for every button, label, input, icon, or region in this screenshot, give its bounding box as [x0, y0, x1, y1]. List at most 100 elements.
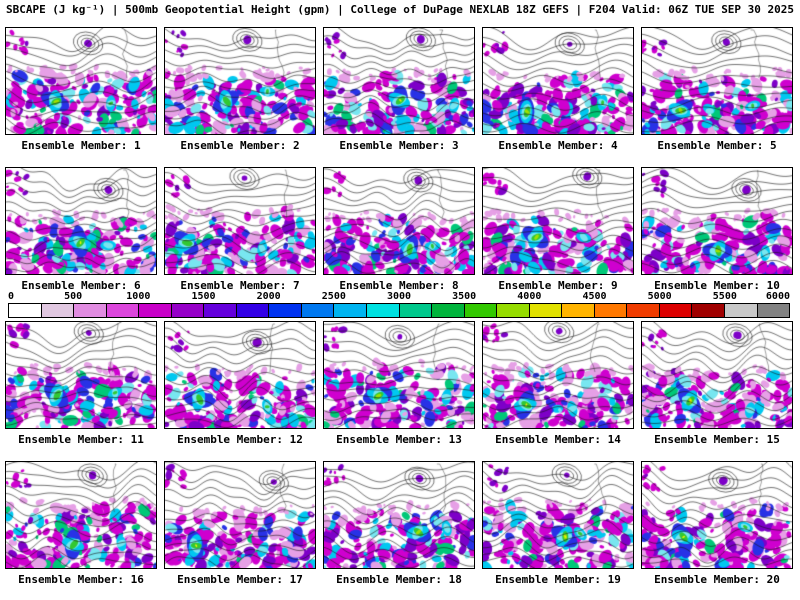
- cape-height-map: [164, 321, 316, 429]
- ensemble-member-label: Ensemble Member: 10: [654, 279, 780, 292]
- colorbar-segment: [41, 304, 75, 317]
- ensemble-member-label: Ensemble Member: 13: [336, 433, 462, 446]
- ensemble-panel: Ensemble Member: 10: [641, 167, 793, 292]
- ensemble-member-label: Ensemble Member: 2: [180, 139, 300, 152]
- colorbar-tick: 1500: [191, 291, 216, 302]
- ensemble-panel: Ensemble Member: 17: [164, 461, 316, 586]
- colorbar-tick: 5500: [712, 291, 737, 302]
- ensemble-member-label: Ensemble Member: 9: [498, 279, 618, 292]
- ensemble-row-1: Ensemble Member: 1 Ensemble Member: 2 En…: [5, 27, 793, 152]
- ensemble-panel: Ensemble Member: 15: [641, 321, 793, 446]
- ensemble-member-label: Ensemble Member: 15: [654, 433, 780, 446]
- colorbar-segment: [269, 304, 302, 317]
- colorbar-segment: [399, 304, 433, 317]
- ensemble-panel: Ensemble Member: 14: [482, 321, 634, 446]
- cape-height-map: [323, 461, 475, 569]
- ensemble-panel: Ensemble Member: 2: [164, 27, 316, 152]
- ensemble-member-label: Ensemble Member: 6: [21, 279, 141, 292]
- cape-height-map: [641, 27, 793, 135]
- ensemble-member-label: Ensemble Member: 19: [495, 573, 621, 586]
- ensemble-panel: Ensemble Member: 13: [323, 321, 475, 446]
- colorbar-segment: [529, 304, 563, 317]
- colorbar-segment: [236, 304, 270, 317]
- colorbar-tick: 6000: [765, 291, 790, 302]
- ensemble-member-label: Ensemble Member: 14: [495, 433, 621, 446]
- colorbar-tick: 4500: [582, 291, 607, 302]
- ensemble-panel: Ensemble Member: 20: [641, 461, 793, 586]
- colorbar-tick: 1000: [126, 291, 151, 302]
- ensemble-panel: Ensemble Member: 19: [482, 461, 634, 586]
- ensemble-member-label: Ensemble Member: 7: [180, 279, 300, 292]
- ensemble-panel: Ensemble Member: 5: [641, 27, 793, 152]
- ensemble-panel: Ensemble Member: 1: [5, 27, 157, 152]
- ensemble-member-label: Ensemble Member: 3: [339, 139, 459, 152]
- colorbar-segment: [301, 304, 335, 317]
- ensemble-panel: Ensemble Member: 12: [164, 321, 316, 446]
- colorbar-tick: 5000: [647, 291, 672, 302]
- ensemble-panel: Ensemble Member: 11: [5, 321, 157, 446]
- cape-height-map: [641, 461, 793, 569]
- cape-height-map: [323, 167, 475, 275]
- colorbar-segment: [171, 304, 205, 317]
- ensemble-member-label: Ensemble Member: 16: [18, 573, 144, 586]
- colorbar-segment: [562, 304, 595, 317]
- cape-height-map: [164, 27, 316, 135]
- cape-colorbar: 0 500 1000 1500 2000 2500 3000 3500 4000 4500 5000…: [8, 291, 790, 318]
- colorbar-tick-labels: 0 500 1000 1500 2000 2500 3000 3500 4000 4500 5000…: [8, 291, 790, 303]
- colorbar-segment: [432, 304, 465, 317]
- ensemble-panel: Ensemble Member: 18: [323, 461, 475, 586]
- colorbar-segment: [659, 304, 693, 317]
- colorbar-segment: [139, 304, 172, 317]
- cape-height-map: [164, 167, 316, 275]
- ensemble-member-label: Ensemble Member: 1: [21, 139, 141, 152]
- colorbar-segment: [594, 304, 628, 317]
- colorbar-segment: [757, 304, 790, 317]
- cape-height-map: [482, 321, 634, 429]
- ensemble-row-3: Ensemble Member: 11 Ensemble Member: 12 …: [5, 321, 793, 446]
- ensemble-panel: Ensemble Member: 9: [482, 167, 634, 292]
- ensemble-row-2: Ensemble Member: 6 Ensemble Member: 7 En…: [5, 167, 793, 292]
- cape-height-map: [482, 461, 634, 569]
- ensemble-panel: Ensemble Member: 16: [5, 461, 157, 586]
- colorbar-tick: 0: [8, 291, 15, 302]
- colorbar-segment: [725, 304, 758, 317]
- cape-height-map: [482, 167, 634, 275]
- cape-height-map: [641, 167, 793, 275]
- ensemble-panel: Ensemble Member: 4: [482, 27, 634, 152]
- ensemble-row-4: Ensemble Member: 16 Ensemble Member: 17 …: [5, 461, 793, 586]
- colorbar-segment: [367, 304, 400, 317]
- colorbar-segment: [692, 304, 726, 317]
- colorbar-tick: 2000: [256, 291, 281, 302]
- colorbar-segment: [74, 304, 107, 317]
- cape-height-map: [323, 27, 475, 135]
- colorbar-tick: 3500: [452, 291, 477, 302]
- colorbar-segment: [627, 304, 660, 317]
- ensemble-panel: Ensemble Member: 7: [164, 167, 316, 292]
- ensemble-member-label: Ensemble Member: 17: [177, 573, 303, 586]
- colorbar-segment: [464, 304, 498, 317]
- colorbar-segment: [497, 304, 530, 317]
- cape-height-map: [5, 167, 157, 275]
- colorbar-tick: 4000: [517, 291, 542, 302]
- colorbar-segment: [334, 304, 368, 317]
- ensemble-member-label: Ensemble Member: 20: [654, 573, 780, 586]
- ensemble-member-label: Ensemble Member: 8: [339, 279, 459, 292]
- colorbar-gradient: [8, 303, 790, 318]
- colorbar-tick: 500: [64, 291, 83, 302]
- page-title: SBCAPE (J kg⁻¹) | 500mb Geopotential Hei…: [5, 3, 795, 16]
- cape-height-map: [323, 321, 475, 429]
- ensemble-member-label: Ensemble Member: 12: [177, 433, 303, 446]
- ensemble-member-label: Ensemble Member: 11: [18, 433, 144, 446]
- ensemble-member-label: Ensemble Member: 5: [657, 139, 777, 152]
- colorbar-tick: 3000: [386, 291, 412, 302]
- cape-height-map: [482, 27, 634, 135]
- colorbar-segment: [9, 304, 42, 317]
- colorbar-segment: [204, 304, 237, 317]
- cape-height-map: [5, 461, 157, 569]
- colorbar-segment: [106, 304, 140, 317]
- cape-height-map: [5, 321, 157, 429]
- ensemble-panel: Ensemble Member: 8: [323, 167, 475, 292]
- ensemble-member-label: Ensemble Member: 18: [336, 573, 462, 586]
- cape-height-map: [164, 461, 316, 569]
- cape-height-map: [5, 27, 157, 135]
